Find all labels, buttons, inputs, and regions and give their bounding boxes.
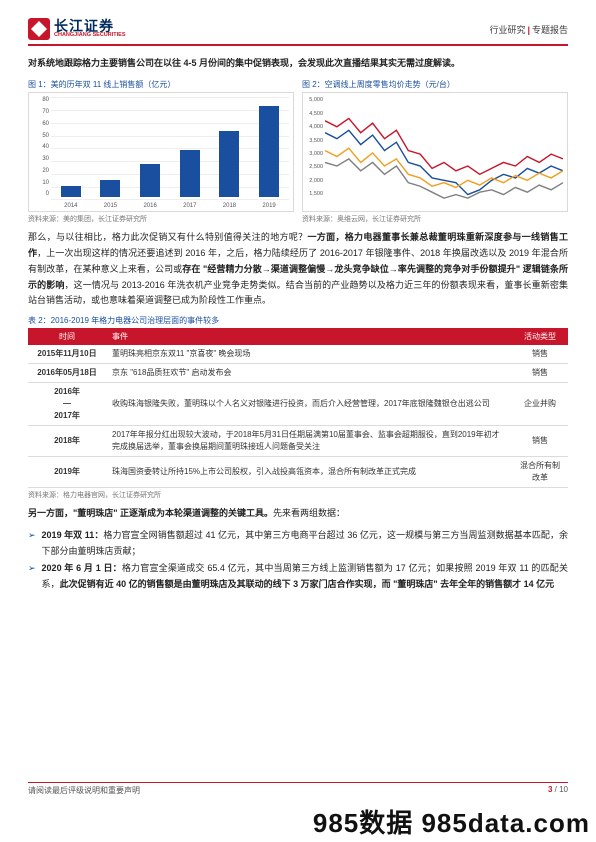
intro-paragraph: 对系统地跟踪格力主要销售公司在以往 4-5 月份间的集中促销表现，会发现此次直播… bbox=[28, 56, 568, 71]
table-source: 资料来源：格力电器官网，长江证券研究所 bbox=[28, 490, 568, 500]
logo-en: CHANGJIANG SECURITIES bbox=[54, 33, 126, 39]
page-number: 3 / 10 bbox=[548, 785, 568, 796]
fig2-chart: 1,5002,0002,5003,0003,5004,0004,5005,000 bbox=[302, 92, 568, 212]
watermark: 985数据 985data.com bbox=[313, 803, 590, 840]
footer-disclaimer: 请阅读最后评级说明和重要声明 bbox=[28, 785, 140, 796]
fig1-title: 图 1：美的历年双 11 线上销售额（亿元） bbox=[28, 79, 294, 90]
logo: 长江证券 CHANGJIANG SECURITIES bbox=[28, 18, 126, 40]
header-category: 行业研究|专题报告 bbox=[489, 23, 568, 36]
fig2-title: 图 2：空调线上周度零售均价走势（元/台） bbox=[302, 79, 568, 90]
para3: 另一方面，"董明珠店" 正逐渐成为本轮渠道调整的关键工具。先来看两组数据： bbox=[28, 506, 568, 522]
page-footer: 请阅读最后评级说明和重要声明 3 / 10 bbox=[28, 782, 568, 796]
page-header: 长江证券 CHANGJIANG SECURITIES 行业研究|专题报告 bbox=[28, 18, 568, 46]
logo-cn: 长江证券 bbox=[54, 19, 126, 33]
events-table: 时间事件活动类型 2015年11月10日董明珠亮相京东双11 "京喜夜" 晚会现… bbox=[28, 328, 568, 488]
fig1-source: 资料来源：美的集团，长江证券研究所 bbox=[28, 214, 294, 224]
bullet-list: ➢2019 年双 11：格力官宣全网销售额超过 41 亿元，其中第三方电商平台超… bbox=[28, 528, 568, 593]
fig1-chart: 01020304050607080 2014201520162017201820… bbox=[28, 92, 294, 212]
figure-row: 图 1：美的历年双 11 线上销售额（亿元） 01020304050607080… bbox=[28, 79, 568, 224]
table-title: 表 2：2016-2019 年格力电器公司治理层面的事件较多 bbox=[28, 315, 568, 326]
logo-mark-icon bbox=[28, 18, 50, 40]
para2: 那么，与以往相比，格力此次促销又有什么特别值得关注的地方呢？一方面，格力电器董事… bbox=[28, 230, 568, 309]
